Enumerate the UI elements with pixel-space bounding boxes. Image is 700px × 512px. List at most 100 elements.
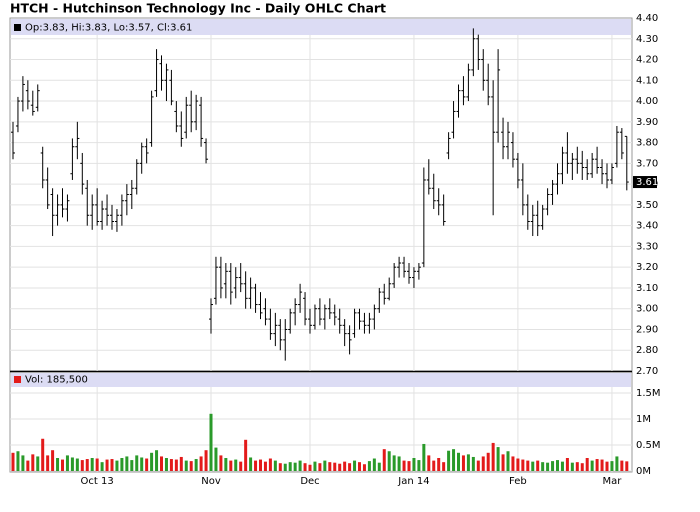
volume-bar <box>417 460 421 471</box>
volume-bar <box>36 456 40 471</box>
volume-bar <box>229 460 233 471</box>
volume-bar <box>392 455 396 471</box>
volume-bar <box>249 457 253 471</box>
volume-bar <box>620 460 624 471</box>
x-tick-label: Oct 13 <box>81 476 114 487</box>
volume-bar <box>526 460 530 471</box>
volume-bar <box>224 458 228 471</box>
volume-bar <box>244 439 248 471</box>
volume-bar <box>145 458 149 471</box>
volume-bar <box>367 461 371 471</box>
volume-bar <box>362 464 366 471</box>
volume-bar <box>343 461 347 471</box>
volume-bar <box>328 462 332 471</box>
volume-bar <box>323 460 327 471</box>
x-tick-label: Dec <box>300 476 319 487</box>
volume-bar <box>595 459 599 471</box>
volume-bar <box>432 460 436 471</box>
volume-bar <box>184 460 188 471</box>
volume-bar <box>333 462 337 471</box>
volume-legend-swatch <box>14 376 21 383</box>
volume-bar <box>521 459 525 471</box>
volume-bar <box>551 461 555 471</box>
volume-bar <box>273 460 277 471</box>
volume-bar <box>21 455 25 471</box>
y-tick-label: 4.10 <box>636 75 658 86</box>
volume-bar <box>298 460 302 471</box>
volume-bar <box>278 463 282 471</box>
volume-bar <box>26 460 30 471</box>
volume-bar <box>199 456 203 471</box>
volume-bar <box>382 449 386 471</box>
volume-bar <box>140 457 144 471</box>
volume-bar <box>600 459 604 471</box>
volume-bar <box>75 458 79 471</box>
volume-panel <box>9 371 633 473</box>
volume-bar <box>204 450 208 471</box>
y-tick-label: 3.00 <box>636 304 658 315</box>
volume-bar <box>16 451 20 471</box>
volume-bar <box>560 461 564 471</box>
last-price-label: 3.61 <box>636 177 658 188</box>
volume-bar <box>427 455 431 471</box>
volume-bar <box>397 456 401 471</box>
volume-bar <box>387 451 391 471</box>
volume-bar <box>11 452 15 471</box>
volume-tick-label: 1.5M <box>636 388 661 399</box>
volume-bar <box>308 464 312 471</box>
legend-swatch <box>14 24 21 31</box>
price-panel <box>9 17 633 372</box>
volume-bar <box>471 456 475 471</box>
volume-bar <box>511 456 515 471</box>
volume-tick-label: 0M <box>636 466 651 477</box>
volume-bar <box>353 460 357 471</box>
volume-bar <box>61 459 64 471</box>
y-tick-label: 3.70 <box>636 158 658 169</box>
volume-bar <box>46 455 50 471</box>
volume-bar <box>189 461 193 471</box>
volume-legend-text: Vol: 185,500 <box>25 375 88 386</box>
volume-bar <box>115 460 119 471</box>
volume-bar <box>169 459 173 471</box>
volume-bar <box>288 462 292 471</box>
volume-bar <box>283 463 287 471</box>
volume-bar <box>313 461 317 471</box>
volume-bar <box>239 461 243 471</box>
volume-bar <box>179 456 183 471</box>
volume-bar <box>65 455 69 471</box>
volume-bar <box>407 461 411 471</box>
y-tick-label: 3.90 <box>636 117 658 128</box>
volume-bar <box>219 455 223 471</box>
volume-bar <box>605 461 609 471</box>
x-tick-label: Mar <box>603 476 623 487</box>
volume-bar <box>372 458 376 471</box>
volume-bar <box>452 449 456 471</box>
volume-bar <box>457 452 460 471</box>
volume-bar <box>590 460 594 471</box>
y-tick-label: 3.50 <box>636 200 658 211</box>
volume-bar <box>160 456 163 471</box>
y-tick-label: 4.20 <box>636 55 658 66</box>
volume-bar <box>110 459 114 471</box>
volume-bar <box>580 463 584 471</box>
volume-bar <box>80 460 84 471</box>
volume-bar <box>338 463 342 471</box>
x-tick-label: Jan 14 <box>397 476 429 487</box>
volume-bar <box>95 458 99 471</box>
legend-text: Op:3.83, Hi:3.83, Lo:3.57, Cl:3.61 <box>25 23 192 34</box>
volume-bar <box>570 462 574 471</box>
volume-bar <box>585 458 589 471</box>
volume-header <box>11 373 631 387</box>
volume-bar <box>135 455 139 471</box>
volume-bar <box>100 462 104 471</box>
volume-bar <box>234 459 238 471</box>
volume-bar <box>259 459 262 471</box>
volume-bar <box>120 458 124 471</box>
volume-bar <box>318 463 322 471</box>
volume-bar <box>422 443 426 471</box>
volume-bar <box>130 460 134 471</box>
volume-bar <box>377 462 381 471</box>
volume-bar <box>105 459 109 471</box>
volume-bar <box>150 452 154 471</box>
